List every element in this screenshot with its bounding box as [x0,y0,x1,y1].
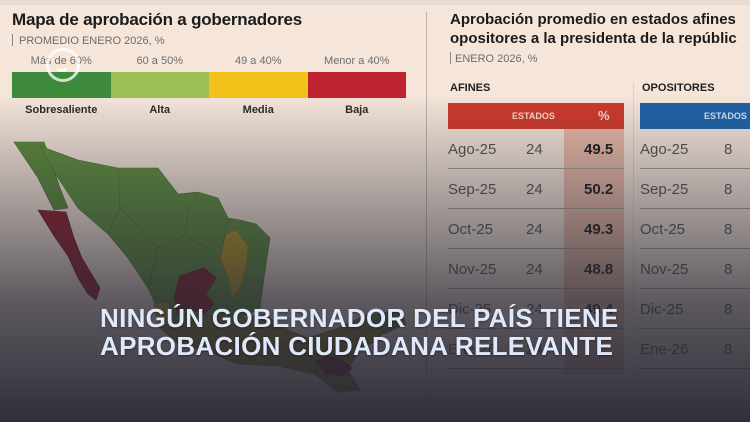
table-subtitle-text: ENERO 2026, % [455,53,538,65]
opositores-row: Ago-25 8 [640,129,750,169]
row-pct: 49.3 [584,221,614,238]
row-month: Nov-25 [448,261,497,278]
row-month: Oct-25 [640,221,686,238]
table-title: Aprobación promedio en estados afines op… [450,10,737,48]
opositores-row: Oct-25 8 [640,209,750,249]
row-estados: 8 [724,341,733,358]
legend-swatch-baja [307,72,406,98]
row-estados: 24 [526,261,543,278]
table-title-line1: Aprobación promedio en estados afines [450,11,736,28]
opositores-header: ESTADOS [640,103,750,129]
opositores-row: Sep-25 8 [640,169,750,209]
row-estados: 24 [526,221,543,238]
opositores-row: Nov-25 8 [640,249,750,289]
map-title: Mapa de aprobación a gobernadores [12,10,303,29]
headline-line1: NINGÚN GOBERNADOR DEL PAÍS TIENE [100,303,619,333]
legend-name: Alta [149,104,171,116]
row-estados: 24 [526,181,543,198]
row-estados: 8 [724,141,733,158]
row-month: Ago-25 [448,141,497,158]
table-title-line2: opositores a la presidenta de la repúbli… [450,30,737,47]
afines-header-pct: % [598,108,610,123]
legend-range: 49 a 40% [235,55,282,67]
row-month: Ago-25 [640,141,689,158]
row-month: Oct-25 [448,221,494,238]
row-estados: 8 [724,261,733,278]
opositores-label: OPOSITORES [642,82,715,94]
map-subtitle-text: PROMEDIO ENERO 2026, % [19,35,165,47]
row-pct: 50.2 [584,181,614,198]
row-month: Nov-25 [640,261,689,278]
row-pct: 49.5 [584,141,614,158]
row-month: Sep-25 [640,181,689,198]
legend-swatch-media [209,72,308,98]
afines-row: Ago-25 24 49.5 [448,129,624,169]
legend-range: Menor a 40% [324,55,390,67]
afines-header: ESTADOS % [448,103,624,129]
row-estados: 8 [724,301,733,318]
table-subtitle: ENERO 2026, % [450,52,538,65]
channel-watermark-icon [46,48,80,82]
row-pct: 48.8 [584,261,614,278]
headline-caption: NINGÚN GOBERNADOR DEL PAÍS TIENE APROBAC… [100,304,700,360]
afines-label: AFINES [450,82,491,94]
afines-header-estados: ESTADOS [512,111,555,121]
afines-row: Oct-25 24 49.3 [448,209,624,249]
row-month: Sep-25 [448,181,497,198]
row-estados: 24 [526,141,543,158]
legend-name: Sobresaliente [25,104,98,116]
legend-swatch-alta [110,72,209,98]
legend-range: 60 a 50% [136,55,183,67]
headline-line2: APROBACIÓN CIUDADANA RELEVANTE [100,331,614,361]
legend-name: Media [242,104,274,116]
map-subtitle: PROMEDIO ENERO 2026, % [12,34,165,47]
opositores-header-estados: ESTADOS [704,111,747,121]
legend-name: Baja [345,104,369,116]
row-estados: 8 [724,181,733,198]
afines-row: Sep-25 24 50.2 [448,169,624,209]
afines-row: Nov-25 24 48.8 [448,249,624,289]
row-estados: 8 [724,221,733,238]
